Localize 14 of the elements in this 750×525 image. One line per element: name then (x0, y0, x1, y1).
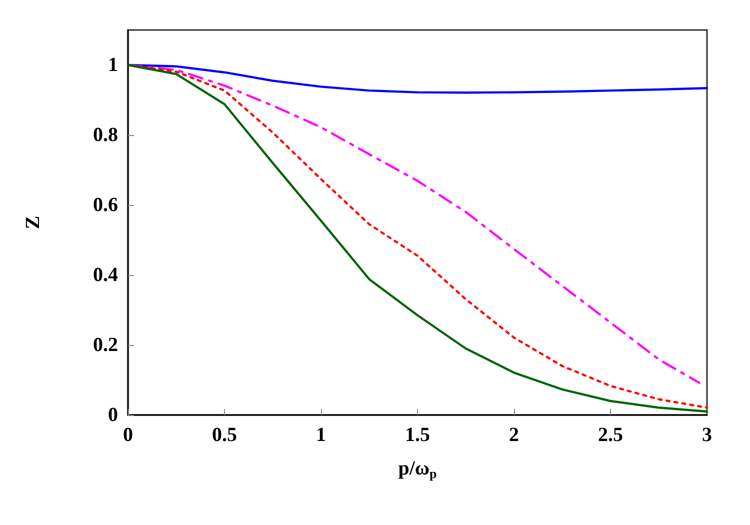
y-tick-label: 1 (108, 54, 118, 76)
y-axis-title: Z (22, 216, 44, 230)
y-tick-label: 0.4 (93, 264, 118, 286)
x-tick-label: 1.5 (405, 424, 430, 446)
x-tick-label: 3 (702, 424, 712, 446)
x-tick-label: 1 (316, 424, 326, 446)
y-tick-label: 0 (108, 404, 118, 426)
y-tick-label: 0.6 (93, 194, 118, 216)
x-tick-label: 2 (509, 424, 519, 446)
y-tick-label: 0.8 (93, 124, 118, 146)
x-tick-label: 2.5 (598, 424, 623, 446)
y-tick-label: 0.2 (93, 334, 118, 356)
x-tick-label: 0.5 (212, 424, 237, 446)
x-tick-label: 0 (123, 424, 133, 446)
